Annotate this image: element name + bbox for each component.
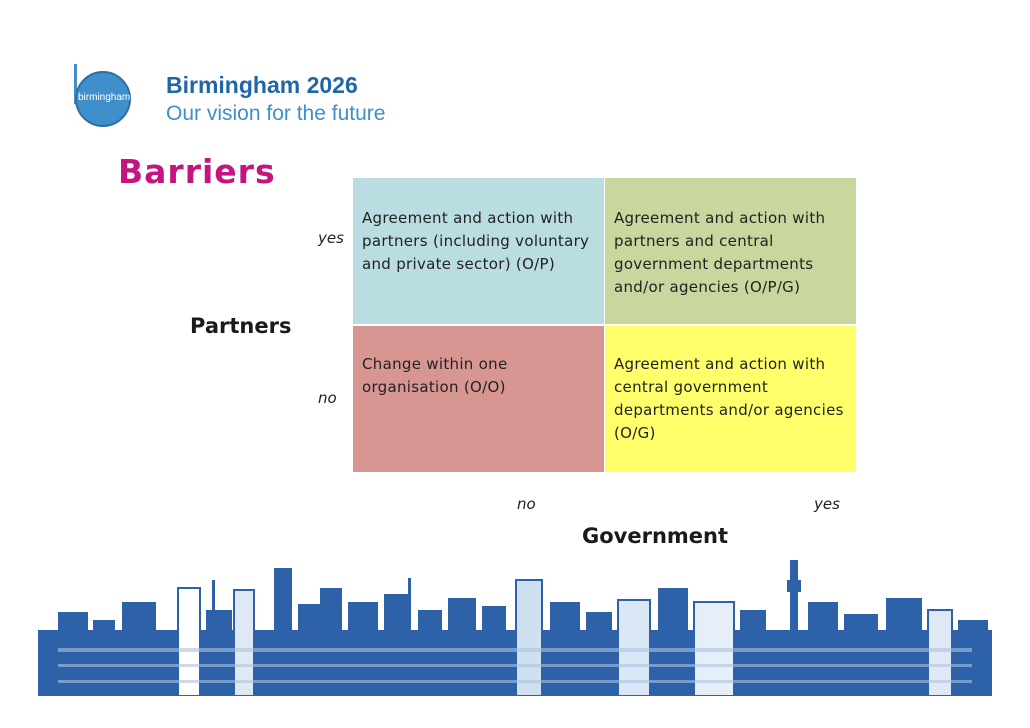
matrix-cell-partners-no-gov-no: Change within one organisation (O/O) [353, 326, 604, 472]
x-axis-yes-label: yes [814, 495, 840, 513]
matrix-cell-partners-yes-gov-no: Agreement and action with partners (incl… [353, 178, 604, 324]
city-skyline-image [38, 560, 992, 696]
brand-subtitle: Our vision for the future [166, 102, 386, 125]
logo-text: birmingham [78, 92, 131, 103]
matrix-cell-partners-no-gov-yes: Agreement and action with central govern… [605, 326, 856, 472]
y-axis-no-label: no [318, 389, 337, 407]
birmingham-logo [75, 71, 131, 127]
slide-heading: Barriers [118, 152, 276, 191]
y-axis-yes-label: yes [318, 229, 344, 247]
logo-stroke [74, 64, 77, 104]
x-axis-no-label: no [517, 495, 536, 513]
y-axis-title: Partners [190, 314, 292, 338]
x-axis-title: Government [582, 524, 729, 548]
brand-title: Birmingham 2026 [166, 72, 358, 98]
matrix-cell-partners-yes-gov-yes: Agreement and action with partners and c… [605, 178, 856, 324]
